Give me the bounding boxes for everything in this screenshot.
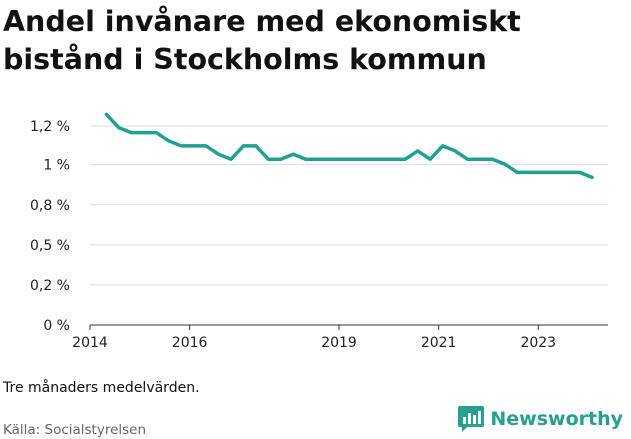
data-point xyxy=(451,147,459,155)
data-point xyxy=(538,168,546,176)
y-tick-label: 0,8 % xyxy=(30,198,70,214)
brand-logo: Newsworthy xyxy=(458,406,623,432)
data-point xyxy=(563,168,571,176)
x-tick-label: 2014 xyxy=(72,335,108,351)
data-point xyxy=(127,129,135,137)
source-credit: Källa: Socialstyrelsen xyxy=(3,422,147,438)
data-point xyxy=(376,155,384,163)
data-point xyxy=(426,155,434,163)
data-point xyxy=(389,155,397,163)
axis-layer: 0 % 0,2 % 0,5 % 0,8 % 1 % 1,2 % 2014 2016 2019 20… xyxy=(30,119,556,351)
line-layer xyxy=(102,110,596,181)
y-tick-label: 1 % xyxy=(43,158,70,174)
y-tick-label: 1,2 % xyxy=(30,119,70,135)
data-point xyxy=(401,155,409,163)
data-point xyxy=(501,160,509,168)
data-point xyxy=(576,168,584,176)
data-point xyxy=(115,124,123,132)
y-tick-label: 0,2 % xyxy=(30,278,70,294)
x-tick-label: 2019 xyxy=(321,335,357,351)
data-point xyxy=(488,155,496,163)
data-point xyxy=(339,155,347,163)
data-point xyxy=(351,155,359,163)
data-point xyxy=(264,155,272,163)
newsworthy-icon xyxy=(458,406,485,432)
data-point xyxy=(476,155,484,163)
data-point xyxy=(215,150,223,158)
data-point xyxy=(252,142,260,150)
chart-note: Tre månaders medelvärden. xyxy=(3,380,200,396)
data-point xyxy=(302,155,310,163)
x-tick-label: 2021 xyxy=(421,335,457,351)
chart-title: Andel invånare med ekonomiskt bistånd i … xyxy=(3,5,521,76)
x-tick-label: 2023 xyxy=(520,335,556,351)
data-point xyxy=(152,129,160,137)
data-point xyxy=(102,110,110,118)
data-point xyxy=(327,155,335,163)
data-point xyxy=(414,147,422,155)
x-tick-label: 2016 xyxy=(172,335,208,351)
y-tick-label: 0,5 % xyxy=(30,238,70,254)
series-line-0 xyxy=(104,112,594,180)
data-point xyxy=(364,155,372,163)
data-point xyxy=(314,155,322,163)
brand-name: Newsworthy xyxy=(490,408,623,430)
data-point xyxy=(165,137,173,145)
grid-layer xyxy=(90,125,608,326)
y-tick-label: 0 % xyxy=(43,318,70,334)
data-point xyxy=(513,168,521,176)
data-point xyxy=(140,129,148,137)
data-point xyxy=(239,142,247,150)
data-point xyxy=(202,142,210,150)
data-point xyxy=(190,142,198,150)
line-chart: 0 % 0,2 % 0,5 % 0,8 % 1 % 1,2 % 2014 2016 2019 20… xyxy=(30,110,608,351)
data-point xyxy=(439,142,447,150)
data-point xyxy=(277,155,285,163)
data-point xyxy=(227,155,235,163)
data-point xyxy=(289,150,297,158)
data-point xyxy=(177,142,185,150)
data-point xyxy=(588,173,596,181)
data-point xyxy=(551,168,559,176)
data-point xyxy=(464,155,472,163)
data-point xyxy=(526,168,534,176)
